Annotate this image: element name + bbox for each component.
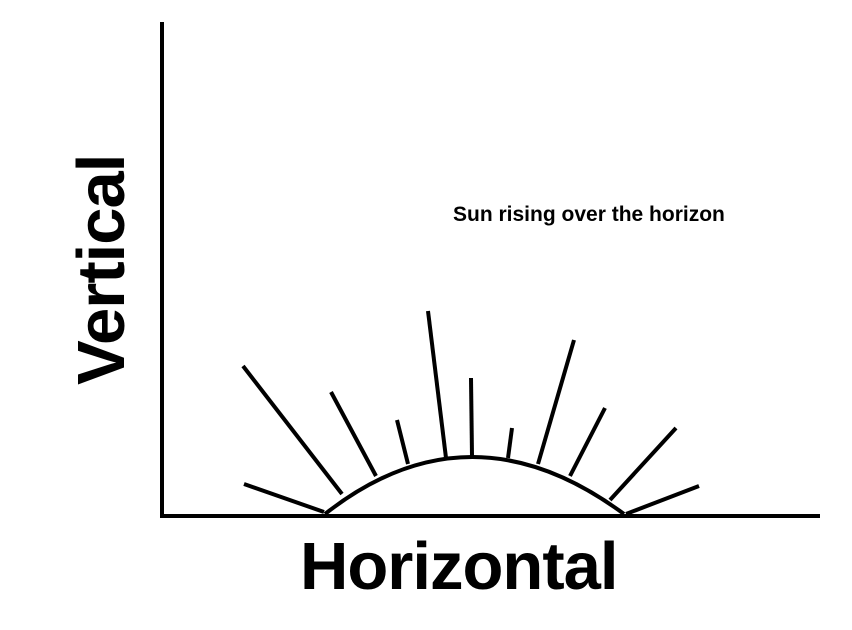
sun-ray: [426, 310, 448, 459]
sun-ray: [536, 339, 576, 465]
sun-ray: [243, 482, 325, 514]
sun-dome: [323, 455, 626, 516]
sun-ray: [241, 364, 344, 496]
sun-ray: [395, 419, 410, 465]
sun-ray: [568, 407, 607, 477]
sun-ray: [608, 426, 678, 502]
sun-ray: [469, 377, 474, 457]
x-axis-label: Horizontal: [300, 529, 619, 604]
sun-rays: [241, 310, 700, 516]
sun-ray: [506, 427, 514, 459]
sun-ray: [329, 391, 378, 477]
diagram-caption: Sun rising over the horizon: [453, 203, 725, 226]
sun-ray: [625, 484, 700, 516]
y-axis-label: Vertical: [64, 154, 139, 385]
